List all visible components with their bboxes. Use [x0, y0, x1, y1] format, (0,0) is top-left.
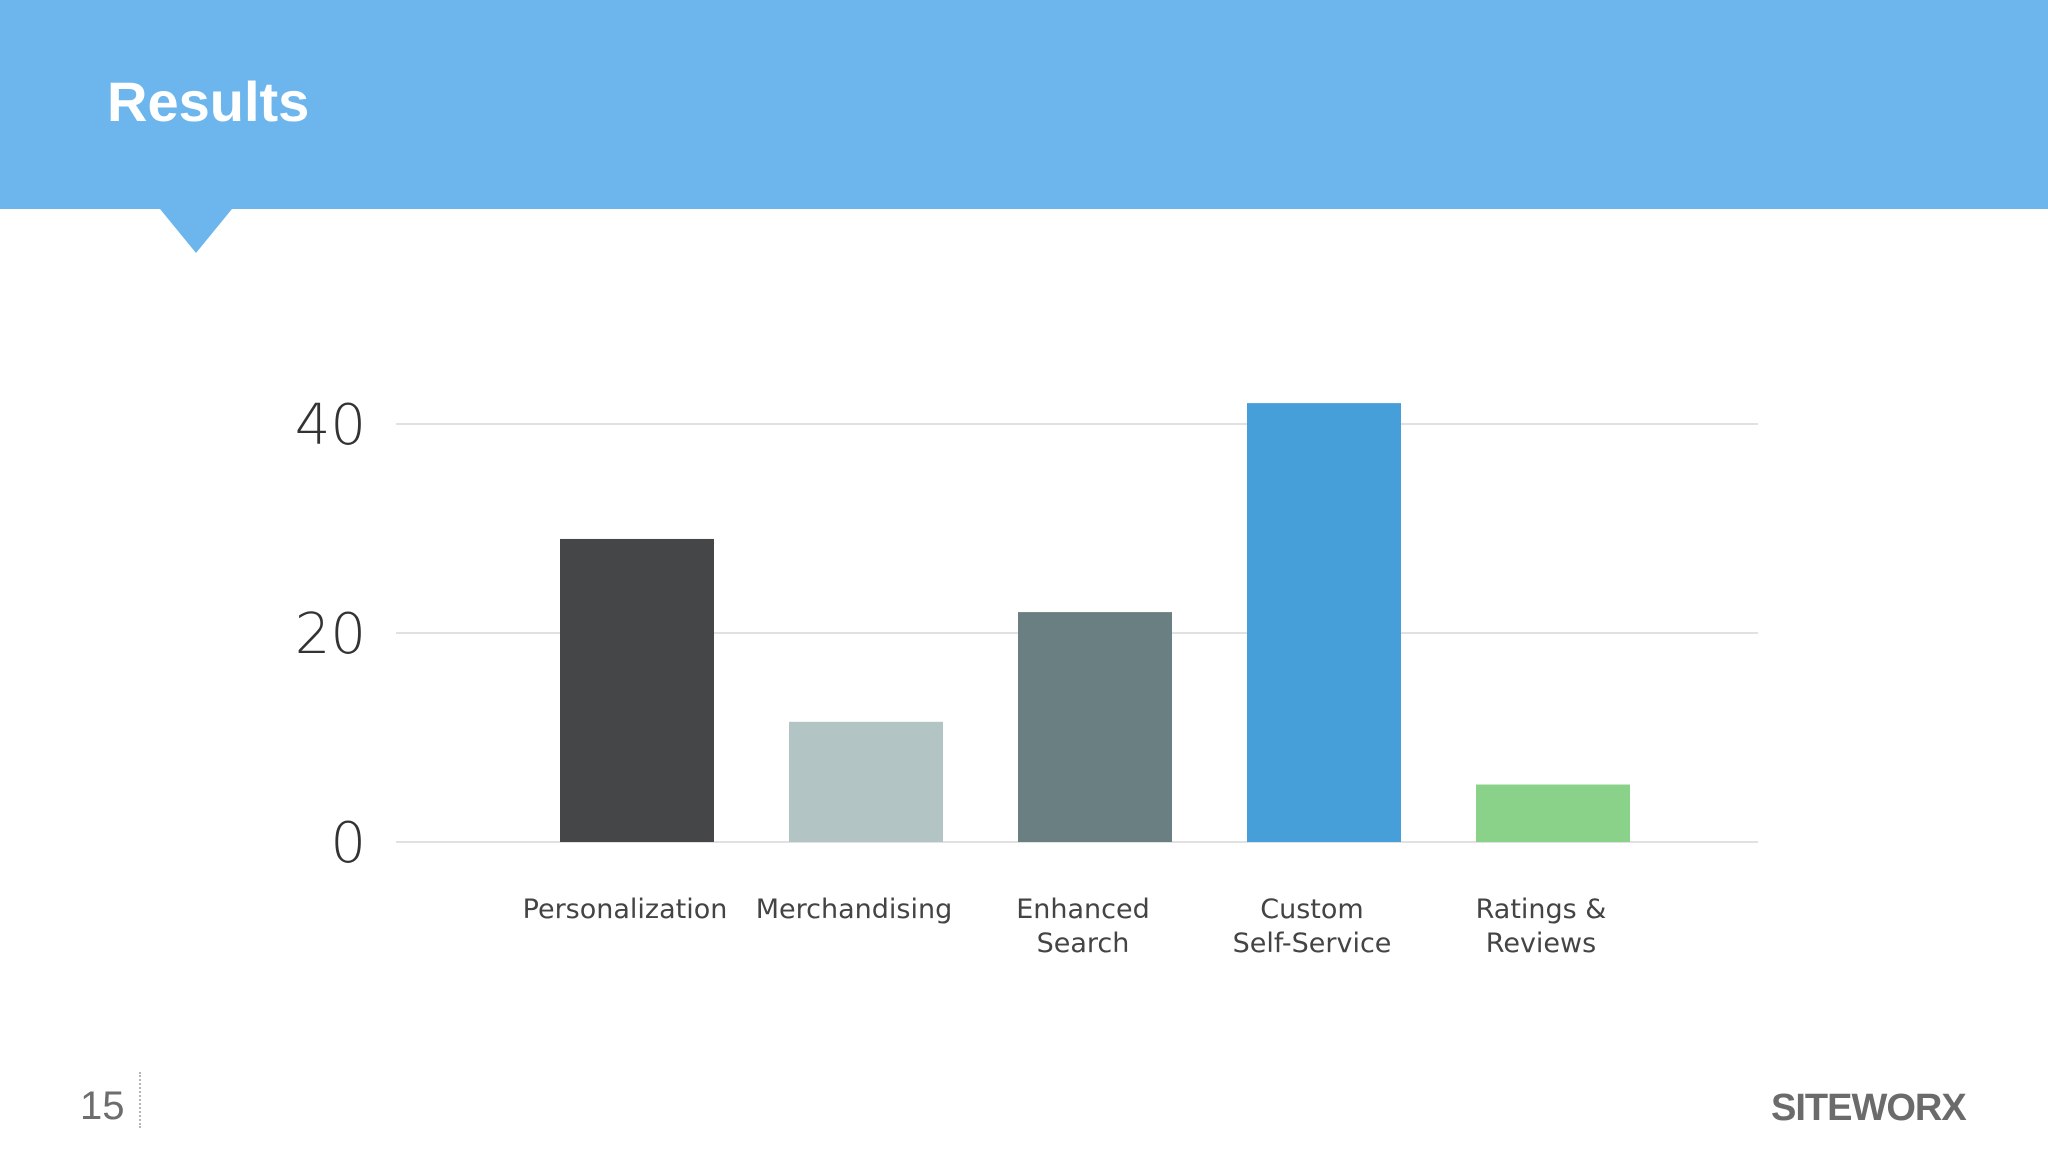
- footer-divider: [139, 1072, 141, 1128]
- y-tick-label: 0: [330, 811, 366, 876]
- slide-title: Results: [107, 70, 310, 133]
- y-tick-label: 20: [295, 602, 366, 667]
- bar: [789, 721, 943, 842]
- x-category-label: Reviews: [1486, 928, 1596, 959]
- bar: [560, 538, 714, 842]
- x-category-label: Personalization: [523, 894, 728, 925]
- bars: [560, 403, 1630, 842]
- x-category-label: Merchandising: [756, 894, 953, 925]
- header-band: [0, 0, 2048, 209]
- x-category-label: Search: [1037, 928, 1130, 959]
- bar: [1018, 612, 1172, 842]
- page-number: 15: [80, 1084, 125, 1128]
- x-category-label: Enhanced: [1016, 894, 1150, 925]
- header-pointer: [160, 209, 232, 253]
- bar: [1247, 403, 1401, 842]
- x-category-label: Custom: [1260, 894, 1363, 925]
- y-axis-ticks: 0 20 40: [295, 393, 366, 876]
- y-tick-label: 40: [295, 393, 366, 458]
- siteworx-logo: SITEWORX: [1771, 1087, 1967, 1129]
- x-category-label: Self-Service: [1233, 928, 1392, 959]
- x-axis-labels: Personalization Merchandising EnhancedSear…: [523, 894, 1607, 959]
- bar: [1476, 784, 1630, 842]
- x-category-label: Ratings &: [1476, 894, 1607, 925]
